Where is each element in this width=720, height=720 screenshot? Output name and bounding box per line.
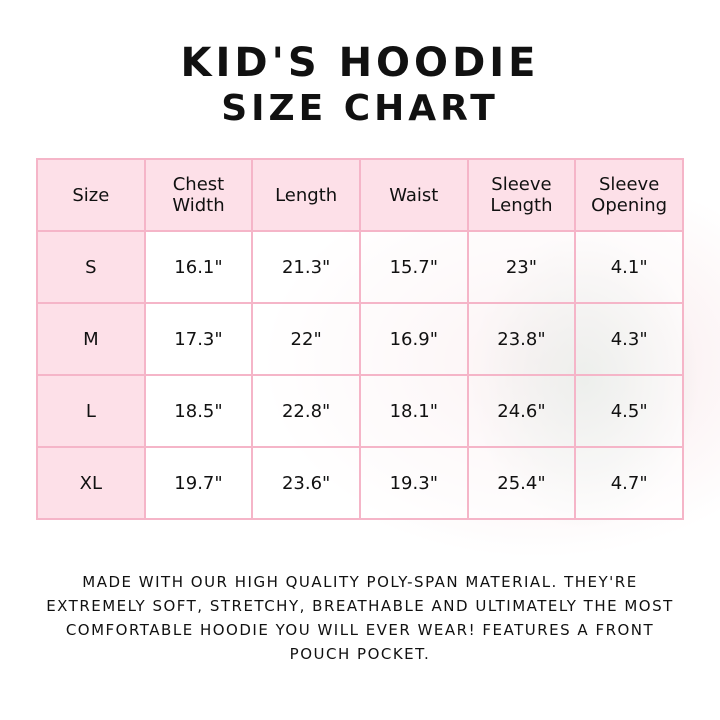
- header-sleeve-opening: Sleeve Opening: [574, 158, 684, 232]
- measurement-cell: 17.3": [143, 302, 254, 376]
- measurement-cell: 25.4": [466, 446, 577, 520]
- measurement-cell: 4.7": [574, 446, 684, 520]
- table-header-row: Size Chest Width Length Waist Sleeve Len…: [36, 158, 684, 232]
- measurement-cell: 16.1": [143, 230, 254, 304]
- measurement-cell: 15.7": [358, 230, 469, 304]
- measurement-cell: 16.9": [358, 302, 469, 376]
- header-chest-width: Chest Width: [143, 158, 254, 232]
- measurement-cell: 21.3": [251, 230, 361, 304]
- measurement-cell: 19.7": [143, 446, 254, 520]
- header-length: Length: [251, 158, 361, 232]
- measurement-cell: 4.1": [574, 230, 684, 304]
- measurement-cell: 18.1": [358, 374, 469, 448]
- size-label: L: [36, 374, 146, 448]
- table-row: L 18.5" 22.8" 18.1" 24.6" 4.5": [36, 374, 684, 448]
- measurement-cell: 23": [466, 230, 577, 304]
- page-title: KID'S HOODIE: [180, 40, 540, 86]
- measurement-cell: 22": [251, 302, 361, 376]
- measurement-cell: 4.5": [574, 374, 684, 448]
- measurement-cell: 4.3": [574, 302, 684, 376]
- header-waist: Waist: [358, 158, 469, 232]
- header-sleeve-length: Sleeve Length: [466, 158, 577, 232]
- table-row: M 17.3" 22" 16.9" 23.8" 4.3": [36, 302, 684, 376]
- header-size: Size: [36, 158, 146, 232]
- measurement-cell: 22.8": [251, 374, 361, 448]
- page-subtitle: SIZE CHART: [221, 88, 499, 129]
- table-row: S 16.1" 21.3" 15.7" 23" 4.1": [36, 230, 684, 304]
- measurement-cell: 18.5": [143, 374, 254, 448]
- size-label: S: [36, 230, 146, 304]
- measurement-cell: 23.8": [466, 302, 577, 376]
- measurement-cell: 24.6": [466, 374, 577, 448]
- measurement-cell: 19.3": [358, 446, 469, 520]
- size-label: XL: [36, 446, 146, 520]
- product-description: Made with our high quality poly-span mat…: [46, 573, 674, 663]
- size-label: M: [36, 302, 146, 376]
- table-row: XL 19.7" 23.6" 19.3" 25.4" 4.7": [36, 446, 684, 520]
- measurement-cell: 23.6": [251, 446, 361, 520]
- size-chart-table: Size Chest Width Length Waist Sleeve Len…: [36, 158, 684, 520]
